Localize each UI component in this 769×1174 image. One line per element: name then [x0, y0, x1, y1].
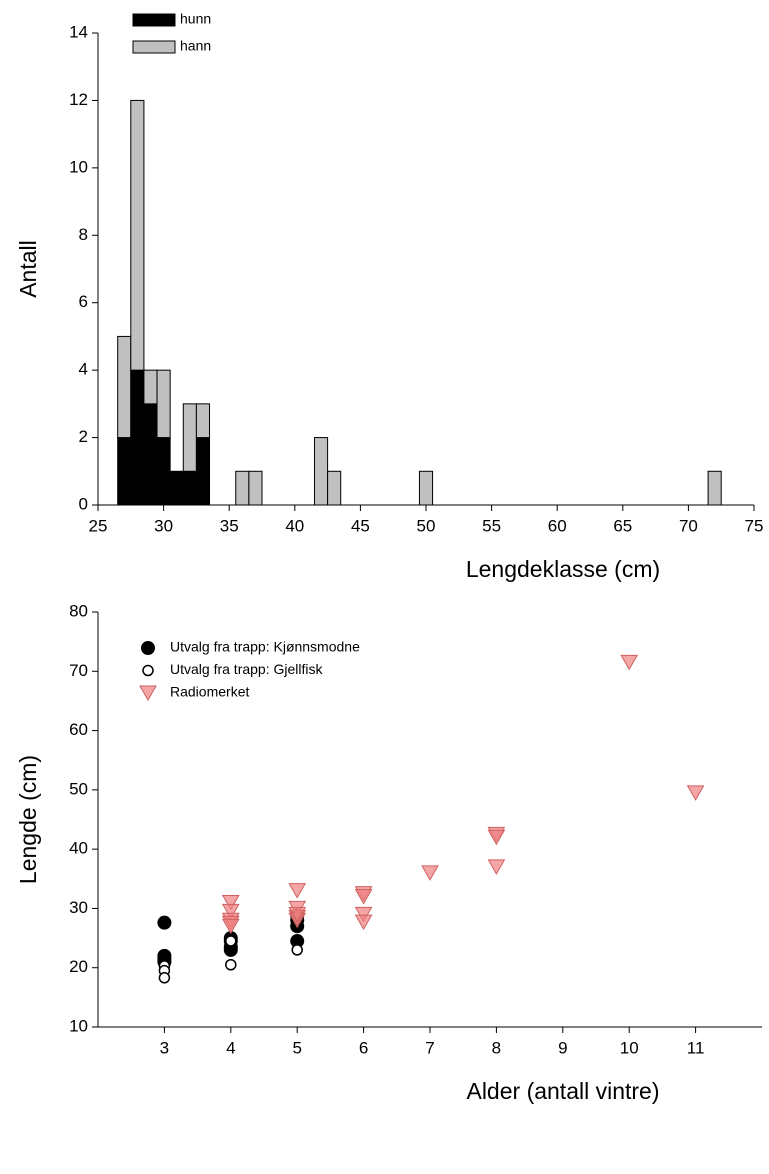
legend-label: Utvalg fra trapp: Gjellfisk: [170, 661, 323, 677]
point: [158, 972, 171, 984]
x-tick-label: 35: [220, 516, 239, 535]
y-axis-label: Antall: [15, 240, 41, 298]
point: [221, 895, 240, 911]
x-tick-label: 3: [160, 1038, 169, 1057]
y-tick-label: 50: [69, 779, 88, 798]
y-tick-label: 2: [79, 427, 88, 446]
point: [221, 903, 240, 920]
x-tick-label: 30: [154, 516, 173, 535]
x-tick-label: 9: [558, 1038, 567, 1057]
x-tick-label: 65: [613, 516, 632, 535]
x-axis-label: Alder (antall vintre): [466, 1078, 659, 1104]
point: [225, 935, 237, 947]
bar-segment: [156, 369, 171, 439]
y-tick-label: 70: [69, 661, 88, 680]
bar-segment: [182, 403, 197, 472]
legend-label: Radiomerket: [170, 684, 249, 700]
legend-label: hann: [180, 38, 211, 54]
legend-swatch: [132, 13, 176, 27]
x-tick-label: 55: [482, 516, 501, 535]
x-tick-label: 40: [285, 516, 304, 535]
x-tick-label: 50: [417, 516, 436, 535]
y-tick-label: 0: [79, 494, 88, 513]
x-axis-label: Lengdeklasse (cm): [466, 556, 660, 582]
x-tick-label: 7: [425, 1038, 434, 1057]
point: [288, 883, 307, 899]
bar-segment: [117, 335, 132, 439]
bar-segment: [195, 437, 211, 506]
y-tick-label: 60: [69, 720, 88, 739]
point: [620, 654, 639, 671]
point: [354, 889, 373, 905]
legend-swatch: [132, 40, 176, 54]
point: [686, 785, 705, 801]
y-tick-label: 20: [69, 957, 88, 976]
x-tick-label: 75: [745, 516, 764, 535]
point: [221, 918, 240, 935]
bar-segment: [143, 403, 158, 506]
point: [487, 859, 506, 875]
point: [354, 914, 373, 931]
y-tick-label: 14: [69, 22, 88, 41]
bar-segment: [156, 437, 171, 506]
x-tick-label: 5: [292, 1038, 301, 1057]
bar-segment: [117, 437, 132, 506]
y-tick-label: 80: [69, 601, 88, 620]
bar-segment: [182, 470, 197, 506]
y-tick-label: 10: [69, 157, 88, 176]
x-tick-label: 10: [620, 1038, 639, 1057]
legend-label: hunn: [180, 11, 211, 27]
point: [421, 865, 439, 881]
y-tick-label: 40: [69, 839, 88, 858]
point: [157, 915, 172, 930]
point: [288, 906, 307, 923]
y-tick-label: 10: [69, 1016, 88, 1035]
bar-segment: [707, 470, 722, 506]
x-tick-label: 11: [687, 1038, 705, 1057]
y-tick-label: 4: [79, 360, 88, 379]
y-axis-label: Lengde (cm): [15, 755, 41, 884]
bar-segment: [195, 403, 211, 439]
legend-marker: [139, 685, 157, 702]
y-tick-label: 12: [69, 90, 88, 109]
point: [225, 959, 237, 971]
bar-segment: [130, 369, 145, 506]
legend-label: Utvalg fra trapp: Kjønnsmodne: [170, 639, 360, 655]
bar-segment: [130, 99, 145, 371]
y-tick-label: 6: [79, 292, 88, 311]
y-tick-label: 8: [79, 225, 88, 244]
x-tick-label: 45: [351, 516, 370, 535]
bar-segment: [327, 470, 342, 506]
bar-segment: [313, 437, 329, 506]
bar-segment: [418, 470, 434, 506]
y-tick-label: 30: [69, 898, 88, 917]
x-tick-label: 70: [679, 516, 698, 535]
bar-segment: [235, 470, 250, 506]
point: [291, 944, 303, 956]
x-tick-label: 25: [89, 516, 108, 535]
point: [487, 829, 506, 846]
x-tick-label: 6: [359, 1038, 368, 1057]
bar-segment: [143, 369, 158, 405]
bar-segment: [169, 470, 184, 506]
x-tick-label: 4: [226, 1038, 235, 1057]
bar-segment: [248, 470, 263, 506]
legend-marker: [142, 664, 154, 677]
legend-marker: [141, 641, 155, 655]
x-tick-label: 8: [492, 1038, 501, 1057]
x-tick-label: 60: [548, 516, 567, 535]
point: [354, 906, 373, 923]
